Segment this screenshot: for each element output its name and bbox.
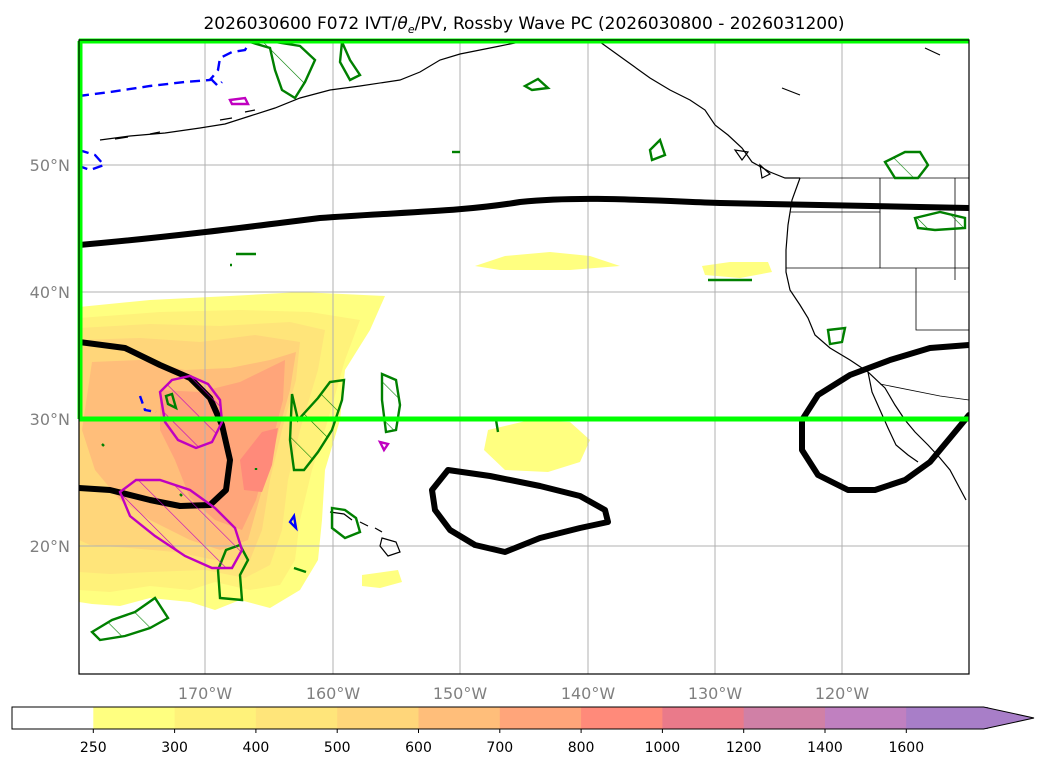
theta-e-contours-magenta <box>118 96 390 570</box>
colorbar-swatch <box>581 707 663 729</box>
bc-islands <box>733 47 941 179</box>
lon-label: 140°W <box>561 684 616 703</box>
colorbar-swatch <box>418 707 501 729</box>
colorbar-swatch <box>825 707 907 729</box>
lat-labels: 50°N 40°N 30°N 20°N <box>30 156 70 556</box>
lat-label: 50°N <box>30 156 70 175</box>
theta-e-magenta-2 <box>118 478 244 570</box>
colorbar-swatch <box>662 707 745 729</box>
pv-green-11 <box>288 378 346 472</box>
pv-blue-solid-1 <box>288 512 298 532</box>
closed-low-contour <box>429 467 611 555</box>
pv-green-15 <box>330 506 362 540</box>
colorbar-tick-label: 250 <box>80 740 107 756</box>
colorbar-tick-label: 800 <box>568 740 595 756</box>
colorbar-tick-label: 500 <box>324 740 351 756</box>
alaska-coast <box>99 41 521 141</box>
lat-label: 40°N <box>30 283 70 302</box>
pv-green-18 <box>90 596 170 642</box>
theta-e-magenta-3 <box>228 96 250 106</box>
mexico-us-border <box>879 383 969 401</box>
aleutian-islands <box>114 109 256 140</box>
pv-green-2 <box>338 40 362 82</box>
pv-contours-blue <box>79 41 298 532</box>
pv-green-9 <box>913 210 967 232</box>
map-title: 2026030600 F072 IVT/θe/PV, Rossby Wave P… <box>203 14 844 36</box>
pv-green-13 <box>494 419 500 433</box>
pv-blue-dashed-4 <box>138 395 157 414</box>
colorbar-extension-arrow <box>906 707 1034 729</box>
map-frame <box>78 39 970 675</box>
colorbar-swatch <box>743 707 826 729</box>
colorbar-swatch <box>337 707 419 729</box>
ca-nv-border <box>879 212 969 331</box>
baja-california <box>867 371 919 463</box>
pv-blue-dashed-1 <box>79 41 252 98</box>
theta-e-magenta-1 <box>158 374 224 450</box>
lon-label: 170°W <box>178 684 233 703</box>
colorbar-swatch <box>255 707 338 729</box>
colorbar-tick-label: 300 <box>161 740 188 756</box>
colorbar-tick-label: 700 <box>486 740 513 756</box>
lon-labels: 170°W 160°W 150°W 140°W 130°W 120°W <box>178 684 870 703</box>
colorbar-swatch <box>93 707 176 729</box>
ridge-contour-east <box>799 342 969 493</box>
colorbar-tick-label: 400 <box>243 740 270 756</box>
pv-green-3 <box>522 77 551 92</box>
pv-green-1 <box>249 40 317 100</box>
pv-green-10 <box>826 326 847 346</box>
colorbar-tick-label: 600 <box>405 740 432 756</box>
alaska-panhandle <box>599 41 800 179</box>
lon-label: 160°W <box>306 684 361 703</box>
colorbar-tick-label: 1000 <box>645 740 681 756</box>
ivt-250-east-b <box>702 262 772 278</box>
map-area <box>79 40 969 674</box>
ivt-250-east-a <box>475 252 620 270</box>
lon-label: 150°W <box>433 684 488 703</box>
colorbar-outline <box>11 706 1035 730</box>
theta-e-magenta-4 <box>377 440 390 453</box>
colorbar-swatch <box>499 707 582 729</box>
pv-contours-green <box>90 40 967 642</box>
pv-green-17 <box>293 566 307 574</box>
lon-label: 120°W <box>815 684 870 703</box>
lat-label: 20°N <box>30 537 70 556</box>
colorbar-tick-label: 1200 <box>726 740 762 756</box>
ivt-250-east-c <box>484 420 590 472</box>
ivt-250-east-d <box>362 570 402 588</box>
ivt-colorbar: 250 300 400 500 600 700 800 1000 1200 1400 1600 <box>11 706 1035 756</box>
lat-label: 30°N <box>30 410 70 429</box>
lon-label: 130°W <box>688 684 743 703</box>
colorbar-tick-label: 1600 <box>888 740 924 756</box>
pv-green-4 <box>648 137 667 162</box>
hawaii <box>329 511 401 557</box>
pv-blue-dashed-2 <box>209 77 223 88</box>
jet-contour-north <box>79 195 969 248</box>
colorbar-tick-label: 1400 <box>807 740 843 756</box>
pv-blue-dashed-3 <box>79 148 107 172</box>
pv-green-6 <box>230 252 256 267</box>
colorbar-swatch <box>12 707 94 729</box>
pv-green-12 <box>380 372 402 434</box>
colorbar-swatch <box>174 707 257 729</box>
target-region-box <box>77 38 969 422</box>
pv-green-8 <box>883 150 930 180</box>
ivt-800 <box>240 428 278 492</box>
